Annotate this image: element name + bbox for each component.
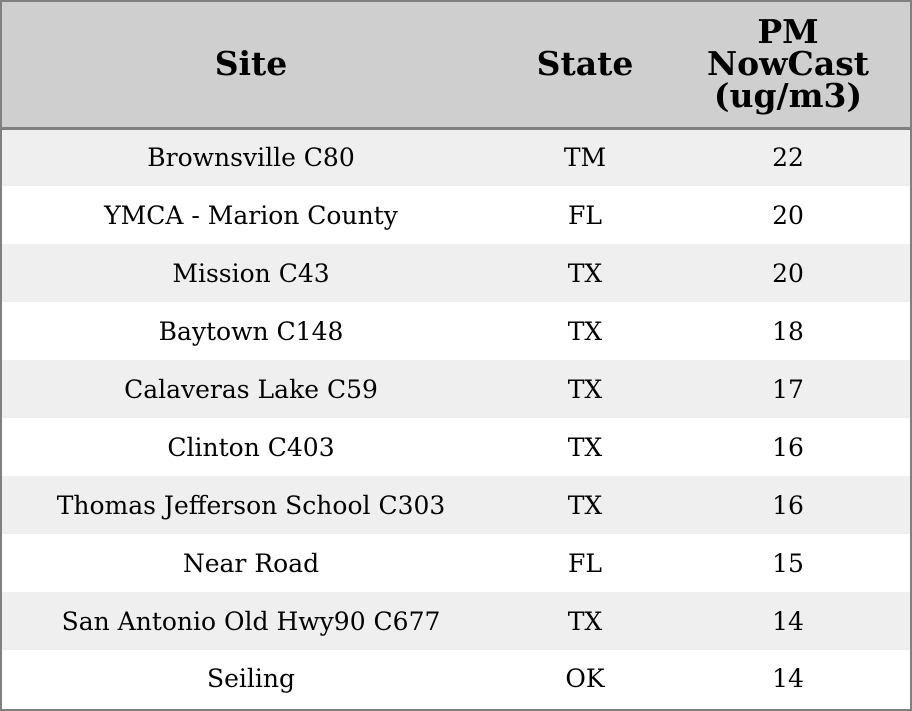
table-row: San Antonio Old Hwy90 C677 TX 14: [2, 592, 910, 650]
table-body: Brownsville C80 TM 22 YMCA - Marion Coun…: [2, 128, 910, 707]
cell-pm-value: 14: [772, 606, 804, 636]
table-row: YMCA - Marion County FL 20: [2, 186, 910, 244]
cell-pm-value: 20: [772, 200, 804, 230]
cell-site: Near Road: [182, 548, 320, 578]
table-row: Seiling OK 14: [2, 650, 910, 707]
cell-site: Thomas Jefferson School C303: [56, 490, 446, 520]
cell-pm-value: 22: [772, 143, 804, 173]
cell-site: Brownsville C80: [147, 143, 355, 173]
header-row: Site State PM NowCast (ug/m3): [2, 2, 910, 130]
cell-state: OK: [565, 664, 605, 693]
cell-site: Clinton C403: [167, 432, 335, 462]
table-row: Calaveras Lake C59 TX 17: [2, 360, 910, 418]
cell-state: FL: [568, 548, 602, 578]
cell-state: FL: [568, 200, 602, 230]
cell-site: Mission C43: [172, 258, 330, 288]
cell-site: Calaveras Lake C59: [124, 374, 378, 404]
cell-pm-value: 15: [772, 548, 804, 578]
table-row: Near Road FL 15: [2, 534, 910, 592]
column-header-state: State: [500, 2, 670, 130]
cell-pm-value: 20: [772, 258, 804, 288]
table-row: Mission C43 TX 20: [2, 244, 910, 302]
cell-pm-value: 14: [772, 664, 804, 693]
cell-state: TX: [567, 258, 603, 288]
table-row: Thomas Jefferson School C303 TX 16: [2, 476, 910, 534]
column-header-pm-nowcast: PM NowCast (ug/m3): [670, 2, 910, 130]
table-row: Baytown C148 TX 18: [2, 302, 910, 360]
cell-state: TX: [567, 490, 603, 520]
table-header: Site State PM NowCast (ug/m3): [2, 2, 910, 130]
cell-site: San Antonio Old Hwy90 C677: [61, 606, 441, 636]
cell-site: Seiling: [206, 664, 295, 693]
cell-state: TX: [567, 316, 603, 346]
cell-site: YMCA - Marion County: [104, 200, 398, 230]
cell-state: TX: [567, 374, 603, 404]
cell-site: Baytown C148: [158, 316, 344, 346]
cell-state: TX: [567, 432, 603, 462]
table-row: Brownsville C80 TM 22: [2, 128, 910, 186]
column-header-site: Site: [2, 2, 500, 130]
table-row: Clinton C403 TX 16: [2, 418, 910, 476]
cell-state: TM: [563, 143, 607, 173]
cell-state: TX: [567, 606, 603, 636]
cell-pm-value: 16: [772, 432, 804, 462]
column-header-pm-line-3: (ug/m3): [713, 76, 863, 116]
cell-pm-value: 18: [772, 316, 804, 346]
cell-pm-value: 16: [772, 490, 804, 520]
column-header-pm-line-1: PM: [757, 12, 819, 52]
cell-pm-value: 17: [772, 374, 804, 404]
column-header-pm-line-2: NowCast: [706, 44, 870, 84]
